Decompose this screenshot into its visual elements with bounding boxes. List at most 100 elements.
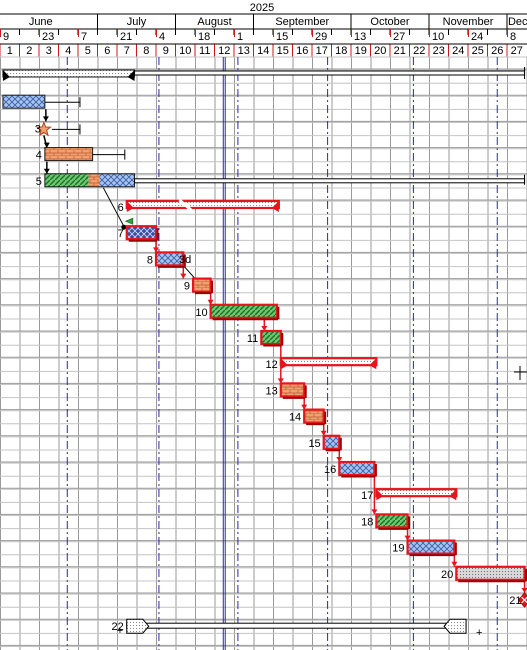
week-start-label: 21 xyxy=(120,31,132,43)
duration-annotation: 3d xyxy=(179,254,191,266)
marker-lines xyxy=(66,57,498,650)
week-start-label: 8 xyxy=(510,31,516,43)
task-bar-row-19[interactable] xyxy=(406,539,457,557)
task-bar-row-17[interactable] xyxy=(375,488,458,501)
week-number: 7 xyxy=(124,45,130,57)
task-id-label: 7 xyxy=(118,228,124,240)
task-id-label: 13 xyxy=(266,385,278,397)
task-id-label: 16 xyxy=(324,464,336,476)
timescale-header: 2025 June July August September October Novem… xyxy=(0,0,527,57)
task-id-label: 5 xyxy=(36,176,42,188)
plus-icon: + xyxy=(117,625,123,637)
task-bar-row-5[interactable] xyxy=(44,173,526,188)
week-number-row: 1 2 3 4 5 6 7 8 9 10 11 12 13 14 15 16 17 18 19 20 21 22 23 24 2… xyxy=(0,44,523,57)
task-id-label: 8 xyxy=(147,254,153,266)
task-id-label: 9 xyxy=(184,281,190,293)
week-number: 8 xyxy=(143,45,149,57)
task-id-label: 15 xyxy=(308,438,320,450)
week-start-label: 10 xyxy=(432,31,444,43)
week-start-label: 18 xyxy=(198,31,210,43)
week-number: 22 xyxy=(413,45,425,57)
task-labels: 3 4 5 6 7 8 9 10 11 12 13 14 15 16 17 18 19 20 21 22 xyxy=(35,123,522,633)
milestone-diamond-icon[interactable] xyxy=(517,592,527,608)
task-bars[interactable]: + + xyxy=(2,67,527,639)
task-id-label: 10 xyxy=(195,307,207,319)
task-bar-row-r1[interactable] xyxy=(2,94,81,109)
week-start-label: 9 xyxy=(3,31,9,43)
task-bar-row-12[interactable] xyxy=(279,357,378,370)
week-number: 16 xyxy=(296,45,308,57)
week-number: 19 xyxy=(355,45,367,57)
week-start-label: 29 xyxy=(315,31,327,43)
month-label: September xyxy=(275,16,329,28)
cursor-crosshair-icon xyxy=(514,366,527,380)
task-bar-row-22[interactable]: + + xyxy=(117,618,483,639)
month-label: June xyxy=(29,16,53,28)
task-id-label: 11 xyxy=(247,333,258,345)
week-number: 14 xyxy=(257,45,269,57)
plus-icon: + xyxy=(476,627,482,639)
week-number: 5 xyxy=(85,45,91,57)
week-number: 6 xyxy=(104,45,110,57)
week-start-label: 23 xyxy=(42,31,54,43)
week-start-label: 1 xyxy=(237,31,243,43)
week-number: 23 xyxy=(433,45,445,57)
task-bar-row-10[interactable] xyxy=(209,303,280,321)
year-label: 2025 xyxy=(250,2,274,14)
month-label: July xyxy=(127,16,147,28)
week-number: 27 xyxy=(511,45,523,57)
task-id-label: 22 xyxy=(112,621,124,633)
week-number: 9 xyxy=(163,45,169,57)
task-bar-row-16[interactable] xyxy=(338,460,377,478)
task-bar-row-13[interactable] xyxy=(279,382,307,399)
milestone-star-icon[interactable] xyxy=(35,120,52,137)
task-bar-row-6[interactable] xyxy=(125,198,280,212)
task-bar-row-7[interactable] xyxy=(125,225,159,242)
task-id-label: 12 xyxy=(266,359,278,371)
note-flag-icon xyxy=(124,217,134,225)
month-label: August xyxy=(197,16,231,28)
task-bar-row-3[interactable] xyxy=(35,120,81,137)
task-id-label: 18 xyxy=(361,516,373,528)
task-id-label: 17 xyxy=(361,490,373,502)
week-number: 25 xyxy=(472,45,484,57)
task-id-label: 6 xyxy=(118,202,124,214)
week-start-label: 4 xyxy=(159,31,165,43)
task-bar-row-11[interactable] xyxy=(260,329,284,347)
week-number: 3 xyxy=(46,45,52,57)
task-bar-row-20[interactable] xyxy=(455,565,527,583)
week-start-row: 9 23 7 21 4 18 1 15 29 13 27 10 24 8 xyxy=(0,29,516,43)
task-bar-row-8[interactable] xyxy=(154,251,186,268)
week-start-label: 15 xyxy=(276,31,288,43)
dependency-links xyxy=(42,109,527,593)
week-start-label: 24 xyxy=(471,31,483,43)
week-number: 17 xyxy=(316,45,328,57)
task-bar-row-9[interactable] xyxy=(191,277,214,295)
chart-grid xyxy=(0,56,527,650)
task-id-label: 4 xyxy=(36,150,42,162)
task-id-label: 3 xyxy=(35,123,41,135)
week-number: 13 xyxy=(238,45,250,57)
task-id-label: 14 xyxy=(289,412,301,424)
month-label: November xyxy=(443,16,494,28)
task-bar-row-14[interactable] xyxy=(303,408,327,426)
task-bar-row-15[interactable] xyxy=(322,434,342,452)
task-id-label: 19 xyxy=(392,543,404,555)
task-id-label: 20 xyxy=(441,569,453,581)
task-bar-row-r0[interactable] xyxy=(2,67,526,81)
week-number: 21 xyxy=(394,45,406,57)
week-number: 10 xyxy=(179,45,191,57)
task-bar-row-4[interactable] xyxy=(44,147,126,162)
week-number: 12 xyxy=(218,45,230,57)
week-number: 2 xyxy=(26,45,32,57)
month-label: October xyxy=(370,16,409,28)
week-number: 4 xyxy=(65,45,71,57)
task-bar-row-18[interactable] xyxy=(375,513,411,530)
week-number: 26 xyxy=(491,45,503,57)
week-number: 20 xyxy=(374,45,386,57)
week-number: 1 xyxy=(7,45,13,57)
week-start-label: 13 xyxy=(354,31,366,43)
task-id-label: 21 xyxy=(509,595,521,607)
month-row: June July August September October November De… xyxy=(29,14,527,29)
